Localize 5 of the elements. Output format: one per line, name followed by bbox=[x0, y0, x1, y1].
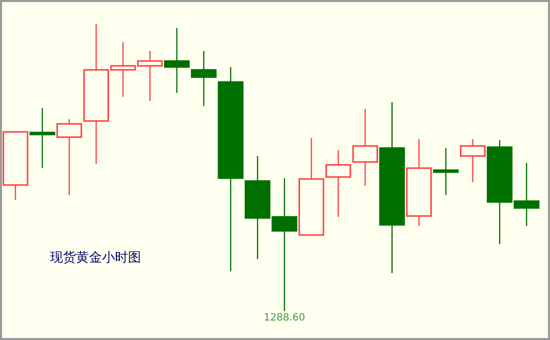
candlestick bbox=[432, 147, 459, 196]
candlestick bbox=[29, 107, 56, 169]
candlestick bbox=[164, 27, 190, 94]
annotation: 1288.60 bbox=[264, 312, 306, 324]
text: 现货黄金小时图 bbox=[50, 250, 141, 266]
